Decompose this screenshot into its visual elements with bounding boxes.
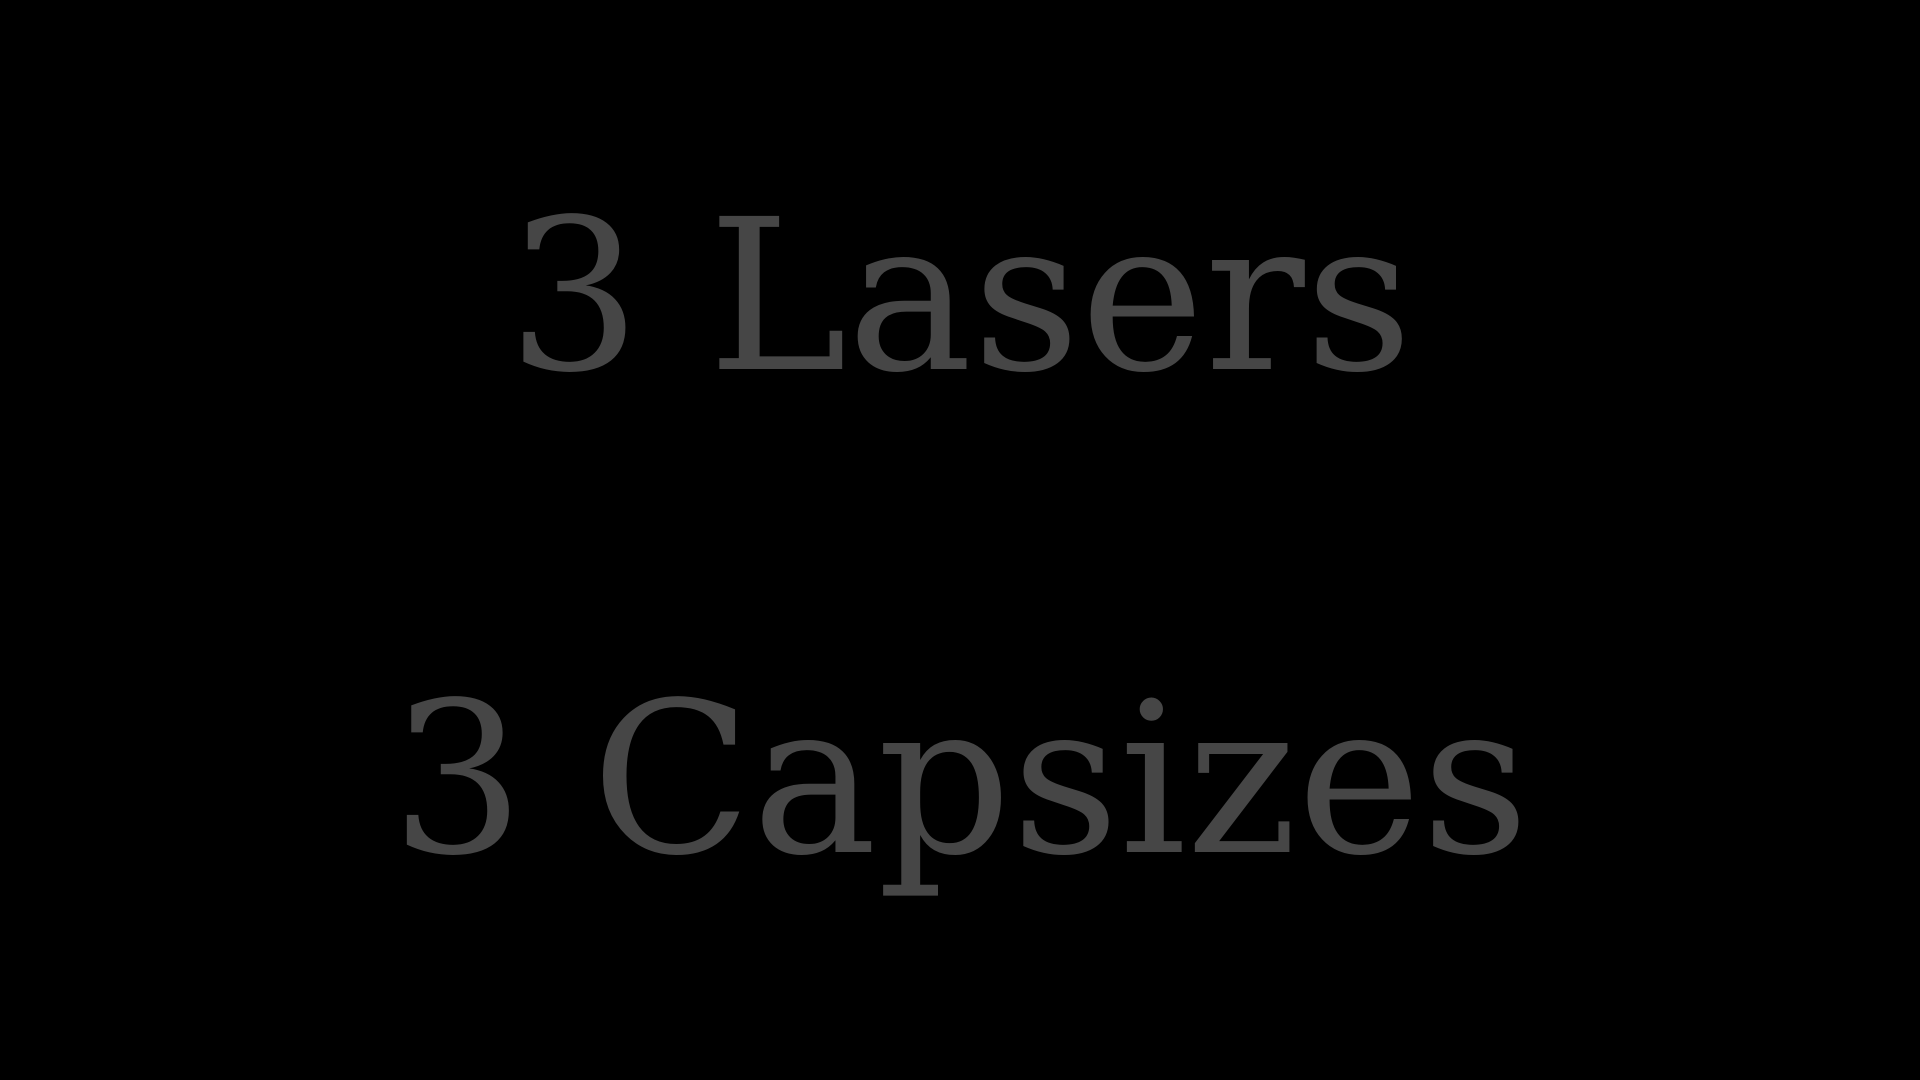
slide-line-lasers: 3 Lasers [507, 174, 1413, 419]
slide-line-capsizes: 3 Capsizes [390, 657, 1530, 902]
